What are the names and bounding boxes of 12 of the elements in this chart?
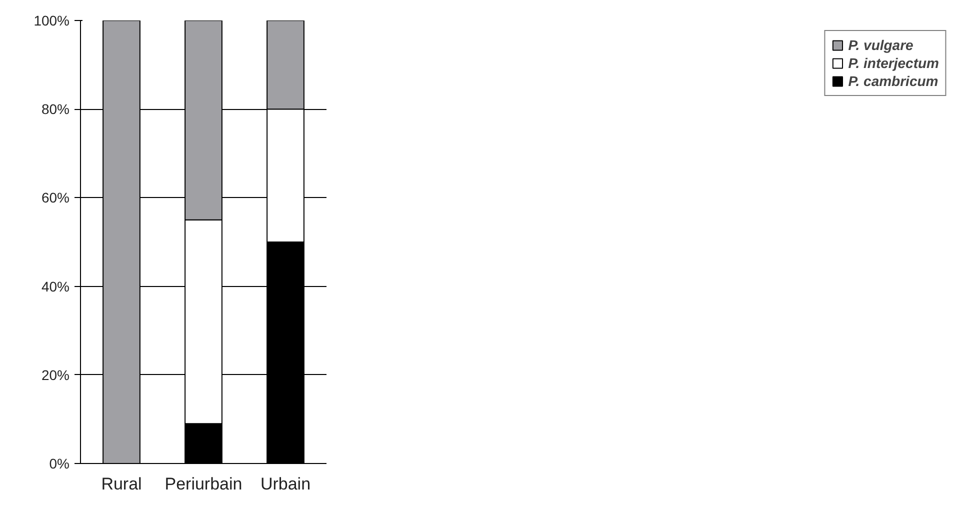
legend-label: P. vulgare	[848, 37, 914, 53]
y-tick-label: 20%	[41, 366, 70, 383]
y-tick-label: 60%	[41, 190, 70, 206]
x-tick-label: Periurbain	[164, 474, 242, 494]
legend-label: P. interjectum	[848, 55, 939, 71]
y-tick-label: 0%	[49, 456, 70, 472]
x-tick-label: Rural	[101, 474, 142, 494]
y-tick-label: 80%	[41, 101, 70, 118]
legend-label: P. cambricum	[848, 73, 938, 89]
y-tick-label: 40%	[41, 278, 70, 294]
y-tick-label: 100%	[34, 12, 70, 28]
x-tick-label: Urbain	[260, 474, 311, 494]
